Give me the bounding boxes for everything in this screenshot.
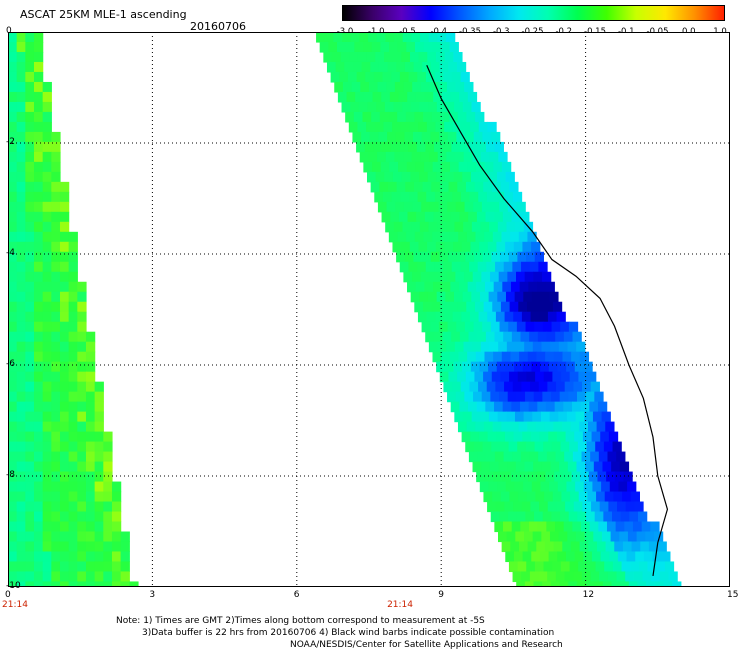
- y-tick-label: 0: [6, 26, 12, 36]
- x-tick-label: 12: [582, 590, 595, 600]
- note-line-3: NOAA/NESDIS/Center for Satellite Applica…: [290, 640, 563, 650]
- x-tick-label: 9: [438, 590, 444, 600]
- map-date: 20160706: [190, 20, 246, 33]
- y-tick-label: -8: [6, 470, 15, 480]
- note-line-1: Note: 1) Times are GMT 2)Times along bot…: [116, 616, 485, 626]
- x-tick-label: 6: [293, 590, 300, 600]
- plot-border: [8, 32, 730, 587]
- map-title: ASCAT 25KM MLE-1 ascending: [20, 8, 187, 21]
- y-tick-label: -6: [6, 359, 15, 369]
- time-label: 21:14: [2, 600, 28, 610]
- colorbar: [342, 5, 725, 21]
- coastline: [426, 65, 669, 576]
- x-tick-label: 0: [5, 590, 11, 600]
- time-label: 21:14: [387, 600, 413, 610]
- swath-map: [8, 32, 730, 587]
- y-tick-label: -2: [6, 137, 15, 147]
- note-line-2: 3)Data buffer is 22 hrs from 20160706 4)…: [142, 628, 555, 638]
- y-tick-label: -10: [6, 581, 21, 591]
- x-tick-label: 15: [727, 590, 739, 600]
- y-tick-label: -4: [6, 248, 15, 258]
- x-tick-label: 3: [149, 590, 156, 600]
